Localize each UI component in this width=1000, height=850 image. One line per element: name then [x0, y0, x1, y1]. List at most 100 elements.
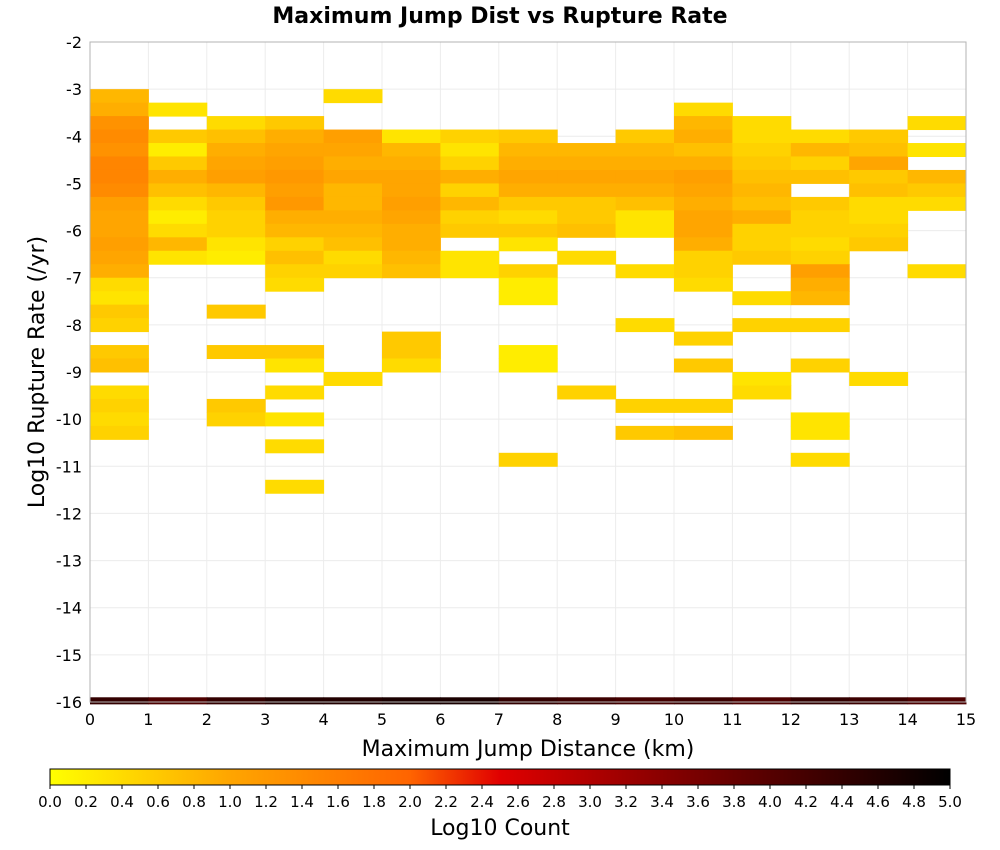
heatmap-cell — [323, 697, 383, 705]
heatmap-cell — [674, 237, 733, 252]
heatmap-cell — [615, 264, 675, 279]
heatmap-cell — [732, 291, 792, 306]
heatmap-cell — [440, 143, 500, 158]
heatmap-cell — [732, 116, 792, 131]
heatmap-cell — [90, 264, 149, 279]
heatmap-cell — [674, 102, 733, 117]
heatmap-cells — [90, 89, 967, 705]
heatmap-cell — [323, 156, 383, 171]
heatmap-cell — [265, 250, 325, 265]
heatmap-cell — [790, 143, 850, 158]
heatmap-cell — [849, 156, 909, 171]
colorbar-tick-label: 0.4 — [110, 793, 134, 811]
heatmap-cell — [382, 697, 441, 705]
heatmap-cell — [90, 116, 149, 131]
y-tick-label: -9 — [66, 363, 82, 382]
heatmap-cell — [732, 196, 792, 211]
x-tick-label: 5 — [377, 710, 387, 729]
heatmap-cell — [615, 169, 675, 184]
colorbar-label: Log10 Count — [430, 816, 570, 841]
heatmap-cell — [323, 183, 383, 198]
heatmap-cell — [732, 223, 792, 238]
colorbar-tick-label: 2.2 — [434, 793, 458, 811]
heatmap-cell — [90, 277, 149, 292]
heatmap-cell — [90, 291, 149, 306]
heatmap-cell — [615, 183, 675, 198]
heatmap-cell — [90, 398, 149, 413]
heatmap-cell — [148, 250, 208, 265]
heatmap-cell — [440, 210, 500, 225]
y-tick-label: -12 — [56, 504, 82, 523]
heatmap-cell — [674, 143, 733, 158]
heatmap-cell — [323, 250, 383, 265]
heatmap-cell — [90, 129, 149, 144]
heatmap-cell — [206, 412, 266, 427]
heatmap-cell — [323, 143, 383, 158]
heatmap-cell — [674, 196, 733, 211]
heatmap-cell — [148, 169, 208, 184]
heatmap-cell — [206, 304, 266, 319]
heatmap-cell — [615, 697, 675, 705]
heatmap-cell — [498, 196, 558, 211]
heatmap-cell — [265, 116, 325, 131]
colorbar-tick-label: 4.6 — [866, 793, 890, 811]
heatmap-cell — [907, 143, 967, 158]
heatmap-cell — [674, 250, 733, 265]
colorbar-tick-label: 3.4 — [650, 793, 674, 811]
x-axis-label: Maximum Jump Distance (km) — [362, 737, 695, 762]
heatmap-cell — [498, 452, 558, 467]
heatmap-cell — [440, 156, 500, 171]
heatmap-cell — [323, 372, 383, 386]
colorbar-tick-label: 2.0 — [398, 793, 422, 811]
heatmap-cell — [323, 196, 383, 211]
x-tick-label: 4 — [319, 710, 329, 729]
heatmap-cell — [265, 439, 325, 454]
x-tick-label: 8 — [552, 710, 562, 729]
heatmap-cell — [265, 196, 325, 211]
colorbar-tick-label: 2.4 — [470, 793, 494, 811]
heatmap-cell — [498, 345, 558, 360]
heatmap-cell — [674, 264, 733, 279]
x-tick-label: 12 — [781, 710, 801, 729]
heatmap-cell — [90, 412, 149, 427]
heatmap-cell — [790, 697, 850, 705]
heatmap-cell — [90, 196, 149, 211]
heatmap-cell — [849, 129, 909, 144]
heatmap-cell — [498, 169, 558, 184]
heatmap-cell — [440, 264, 500, 279]
heatmap-cell — [148, 237, 208, 252]
heatmap-cell — [498, 156, 558, 171]
heatmap-cell — [206, 116, 266, 131]
heatmap-cell — [907, 697, 967, 705]
heatmap-cell — [732, 250, 792, 265]
heatmap-cell — [148, 223, 208, 238]
colorbar-tick-label: 3.8 — [722, 793, 746, 811]
heatmap-cell — [440, 129, 500, 144]
heatmap-cell — [674, 697, 733, 705]
heatmap-cell — [90, 425, 149, 440]
x-tick-labels: 0 1 2 3 4 5 6 7 8 9 10 11 12 13 14 15 — [85, 710, 976, 729]
heatmap-cell — [148, 156, 208, 171]
heatmap-cell — [148, 183, 208, 198]
heatmap-cell — [790, 452, 850, 467]
y-tick-label: -10 — [56, 410, 82, 429]
heatmap-cell — [498, 143, 558, 158]
colorbar-ticks: 0.0 0.2 0.4 0.6 0.8 1.0 1.2 1.4 1.6 1.8 2.0 2.2 2.4 2… — [38, 785, 962, 811]
heatmap-cell — [265, 223, 325, 238]
heatmap-cell — [206, 210, 266, 225]
x-tick-label: 7 — [494, 710, 504, 729]
heatmap-cell — [498, 210, 558, 225]
heatmap-cell — [90, 304, 149, 319]
y-tick-label: -11 — [56, 457, 82, 476]
heatmap-cell — [849, 169, 909, 184]
heatmap-cell — [732, 372, 792, 386]
heatmap-cell — [557, 250, 617, 265]
heatmap-cell — [382, 143, 441, 158]
heatmap-cell — [674, 116, 733, 131]
colorbar — [49, 768, 951, 786]
heatmap-cell — [732, 237, 792, 252]
heatmap-cell — [90, 385, 149, 400]
heatmap-cell — [148, 129, 208, 144]
heatmap-cell — [790, 412, 850, 427]
